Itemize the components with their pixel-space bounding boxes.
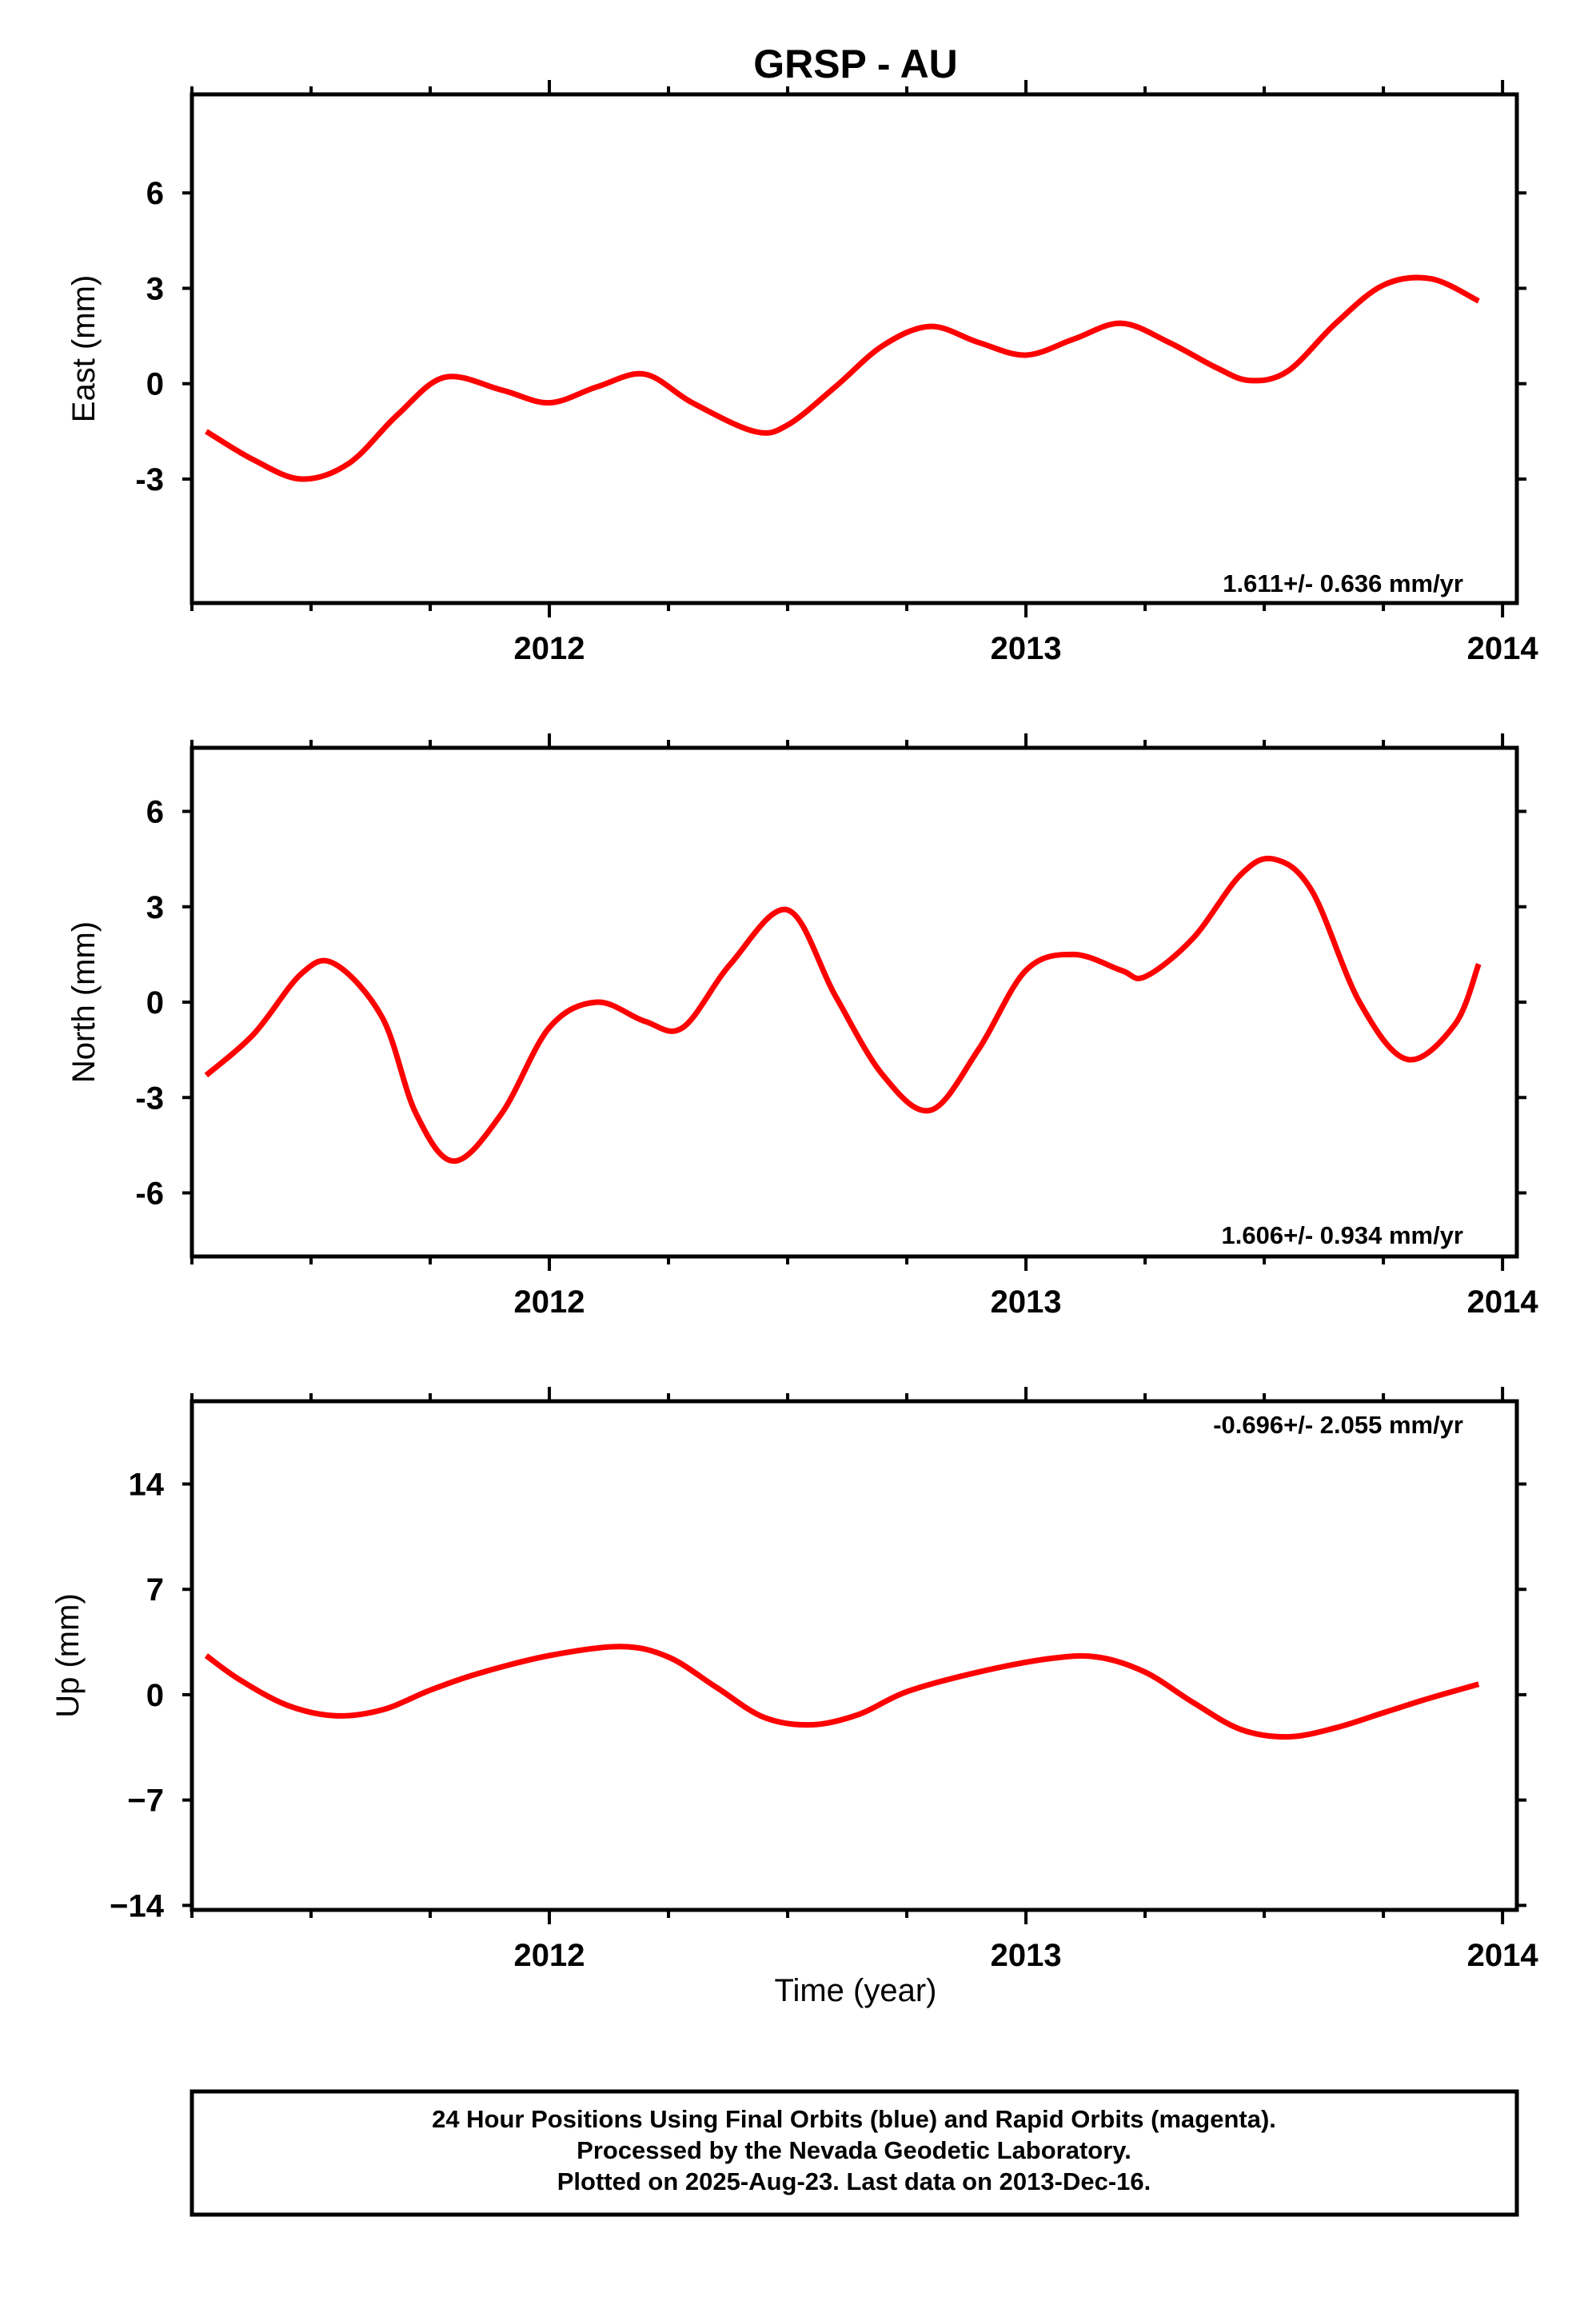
plot-frame [190,92,1519,605]
y-tick-label: 0 [146,1678,164,1713]
y-axis-label: East (mm) [66,275,102,422]
x-tick-label: 2012 [514,631,585,666]
x-tick-label: 2014 [1467,1284,1539,1320]
plot-frame [190,745,1519,1259]
rate-label: -0.696+/- 2.055 mm/yr [1213,1411,1463,1439]
rate-label: 1.606+/- 0.934 mm/yr [1222,1221,1463,1249]
y-axis-label: North (mm) [66,921,102,1083]
footer-box [190,2089,1519,2217]
footer-line-2: Processed by the Nevada Geodetic Laborat… [577,2136,1131,2164]
north-panel: -6 -3 0 3 6 2012 2013 2014 North (mm) 1.606+/- 0.… [66,733,1538,1320]
y-tick-label: 0 [146,367,164,402]
x-tick-label: 2014 [1467,631,1539,666]
y-tick-label: −7 [127,1784,164,1819]
y-tick-label: 6 [146,795,164,830]
y-tick-label: -3 [135,1081,164,1116]
fit-curve [204,855,1482,1164]
y-tick-label: −14 [110,1888,165,1924]
up-panel: −14 −7 0 7 14 2012 2013 2014 Up (mm) -0.696+/- 2.… [50,1387,1538,1973]
fit-curve [205,274,1480,482]
fit-curve [204,1644,1480,1740]
y-tick-label: -3 [135,462,164,497]
x-axis-label: Time (year) [775,1973,937,2008]
y-tick-label: 3 [146,271,164,306]
east-panel: -3 0 3 6 2012 2013 2014 East (mm) 1.611+/- 0.636… [66,80,1538,666]
x-tick-label: 2014 [1467,1938,1539,1973]
x-tick-label: 2012 [514,1284,585,1320]
footer-line-3: Plotted on 2025-Aug-23. Last data on 201… [557,2167,1151,2195]
y-tick-label: 14 [129,1467,165,1502]
y-axis-label: Up (mm) [50,1593,86,1718]
plot-frame [190,1399,1519,1912]
x-tick-label: 2013 [991,1284,1062,1320]
x-tick-label: 2012 [514,1938,585,1973]
y-tick-label: 6 [146,176,164,211]
y-tick-label: 0 [146,985,164,1021]
x-tick-label: 2013 [991,1938,1062,1973]
rate-label: 1.611+/- 0.636 mm/yr [1223,569,1463,597]
y-tick-label: 7 [146,1572,164,1608]
y-tick-label: 3 [146,890,164,925]
footer-line-1: 24 Hour Positions Using Final Orbits (bl… [432,2105,1276,2133]
chart-title: GRSP - AU [753,42,958,86]
x-tick-label: 2013 [991,631,1062,666]
y-tick-label: -6 [135,1176,164,1212]
